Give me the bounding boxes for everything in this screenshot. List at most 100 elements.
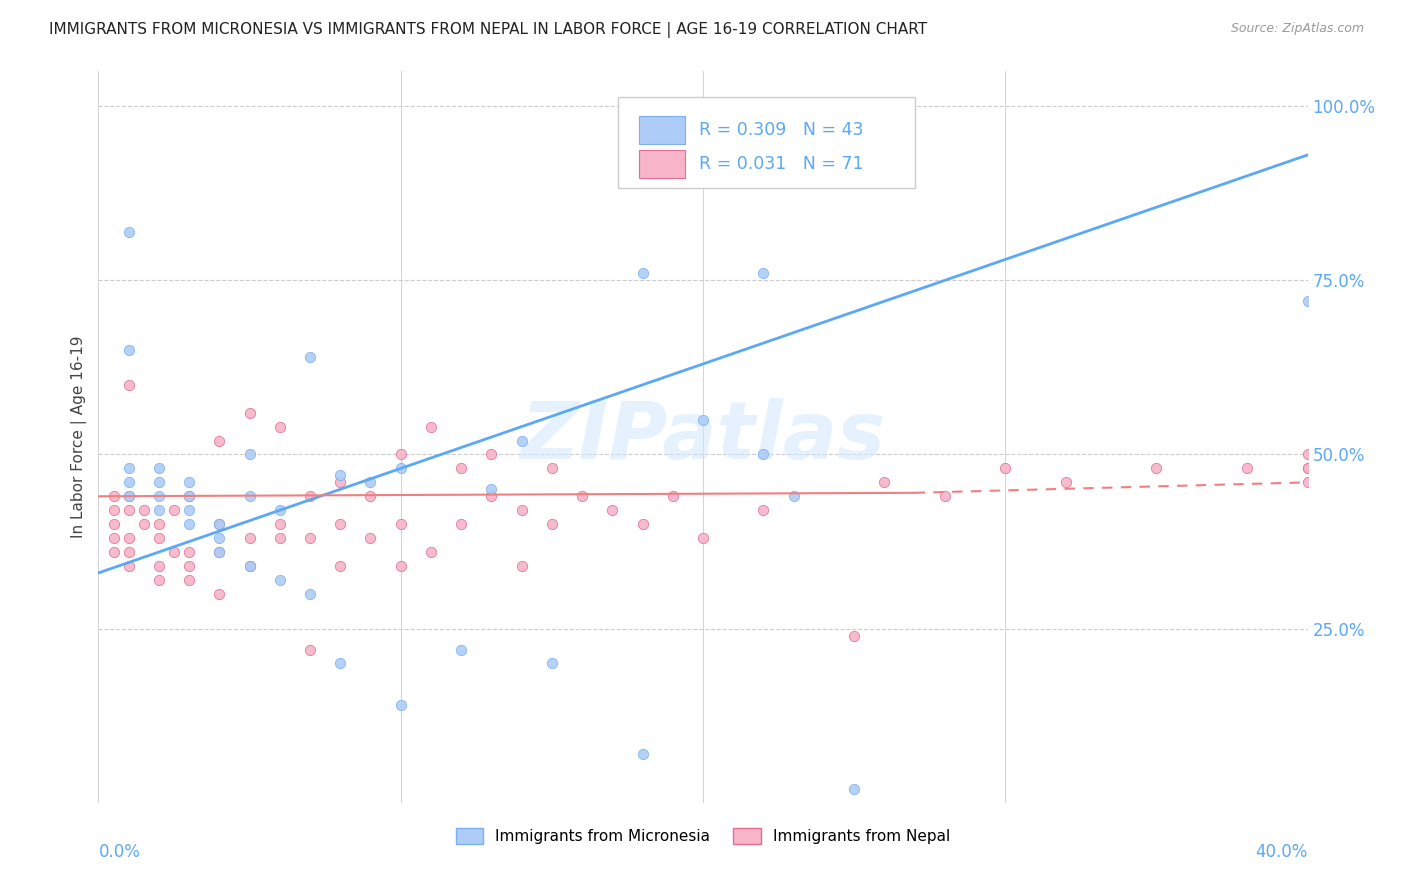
Point [389, 517, 412, 532]
Point [481, 448, 503, 462]
Point [179, 573, 201, 587]
Point [329, 517, 352, 532]
Point [118, 558, 141, 573]
Point [208, 517, 231, 532]
Point [934, 489, 956, 503]
Point [103, 503, 125, 517]
Point [299, 531, 322, 545]
Point [510, 503, 533, 517]
Point [299, 642, 322, 657]
Point [239, 489, 262, 503]
Point [179, 475, 201, 490]
Point [269, 517, 291, 532]
Point [540, 657, 562, 671]
Point [1144, 461, 1167, 475]
Point [631, 747, 654, 761]
Text: 40.0%: 40.0% [1256, 843, 1308, 861]
Point [103, 545, 125, 559]
Point [269, 419, 291, 434]
Point [148, 573, 170, 587]
Point [813, 99, 835, 113]
Point [844, 99, 866, 113]
Point [148, 489, 170, 503]
Text: R = 0.309   N = 43: R = 0.309 N = 43 [699, 121, 863, 139]
Point [269, 503, 291, 517]
Point [208, 517, 231, 532]
Point [389, 448, 412, 462]
Point [994, 461, 1017, 475]
Point [208, 545, 231, 559]
Point [118, 343, 141, 357]
Point [179, 558, 201, 573]
Point [481, 489, 503, 503]
Point [783, 489, 806, 503]
Point [239, 406, 262, 420]
Point [118, 377, 141, 392]
Point [844, 781, 866, 796]
Point [103, 517, 125, 532]
Point [163, 545, 186, 559]
Point [208, 434, 231, 448]
Point [118, 531, 141, 545]
Text: IMMIGRANTS FROM MICRONESIA VS IMMIGRANTS FROM NEPAL IN LABOR FORCE | AGE 16-19 C: IMMIGRANTS FROM MICRONESIA VS IMMIGRANTS… [49, 22, 928, 38]
Point [208, 587, 231, 601]
Bar [638, 116, 685, 144]
Point [148, 503, 170, 517]
Point [692, 531, 714, 545]
Point [163, 503, 186, 517]
Point [661, 489, 683, 503]
Point [179, 489, 201, 503]
Point [329, 558, 352, 573]
Point [844, 99, 866, 113]
Point [692, 412, 714, 426]
Point [118, 461, 141, 475]
Point [1296, 461, 1319, 475]
Point [1296, 448, 1319, 462]
Point [389, 558, 412, 573]
Point [118, 489, 141, 503]
Point [148, 461, 170, 475]
Point [420, 419, 443, 434]
Point [329, 475, 352, 490]
Point [239, 558, 262, 573]
Point [299, 489, 322, 503]
Point [360, 531, 382, 545]
Point [1296, 461, 1319, 475]
Point [420, 545, 443, 559]
Text: R = 0.031   N = 71: R = 0.031 N = 71 [699, 155, 863, 173]
Text: ZIPatlas: ZIPatlas [520, 398, 886, 476]
Point [510, 434, 533, 448]
Point [179, 489, 201, 503]
Point [329, 657, 352, 671]
Point [450, 461, 472, 475]
Point [571, 489, 593, 503]
FancyBboxPatch shape [619, 97, 915, 188]
Point [844, 629, 866, 643]
Point [1236, 461, 1258, 475]
Point [389, 698, 412, 713]
Point [481, 483, 503, 497]
Point [450, 642, 472, 657]
Point [239, 448, 262, 462]
Bar [638, 151, 685, 178]
Point [179, 545, 201, 559]
Point [148, 517, 170, 532]
Point [239, 531, 262, 545]
Point [208, 531, 231, 545]
Legend: Immigrants from Micronesia, Immigrants from Nepal: Immigrants from Micronesia, Immigrants f… [450, 822, 956, 850]
Point [1296, 294, 1319, 309]
Point [752, 503, 775, 517]
Point [360, 475, 382, 490]
Point [450, 517, 472, 532]
Point [208, 545, 231, 559]
Point [118, 545, 141, 559]
Point [1296, 475, 1319, 490]
Point [299, 587, 322, 601]
Point [118, 225, 141, 239]
Point [299, 350, 322, 364]
Point [103, 489, 125, 503]
Point [873, 475, 896, 490]
Point [118, 489, 141, 503]
Y-axis label: In Labor Force | Age 16-19: In Labor Force | Age 16-19 [72, 335, 87, 539]
Point [269, 531, 291, 545]
